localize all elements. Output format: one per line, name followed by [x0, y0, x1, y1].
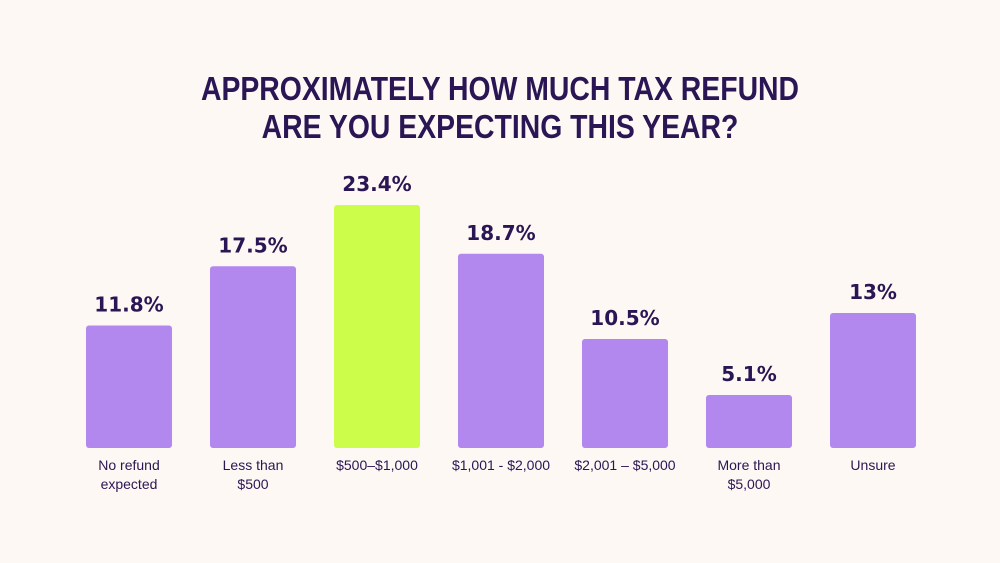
category-label-3: $500–$1,000 [336, 457, 418, 473]
value-label-1: 11.8% [94, 292, 163, 316]
bar-2 [210, 266, 296, 448]
value-label-5: 10.5% [590, 306, 659, 330]
category-label-5: $2,001 – $5,000 [574, 457, 675, 473]
chart-title-line-2: ARE YOU EXPECTING THIS YEAR? [261, 108, 739, 145]
category-label-7: Unsure [850, 457, 895, 473]
bar-6 [706, 395, 792, 448]
category-label-4: $1,001 - $2,000 [452, 457, 550, 473]
value-label-7: 13% [849, 280, 897, 304]
category-label-1: No refund expected [98, 457, 159, 492]
value-label-2: 17.5% [218, 233, 287, 257]
bar-4 [458, 253, 544, 448]
bar-3 [334, 205, 420, 448]
category-label-2: Less than $500 [223, 457, 284, 492]
chart-title-line-1: APPROXIMATELY HOW MUCH TAX REFUND [200, 70, 800, 107]
category-label-6: More than $5,000 [717, 457, 780, 492]
value-label-3: 23.4% [342, 172, 411, 196]
value-label-6: 5.1% [721, 362, 776, 386]
bar-7 [830, 313, 916, 448]
value-label-4: 18.7% [466, 221, 535, 245]
bar-1 [86, 325, 172, 448]
bar-5 [582, 338, 668, 448]
